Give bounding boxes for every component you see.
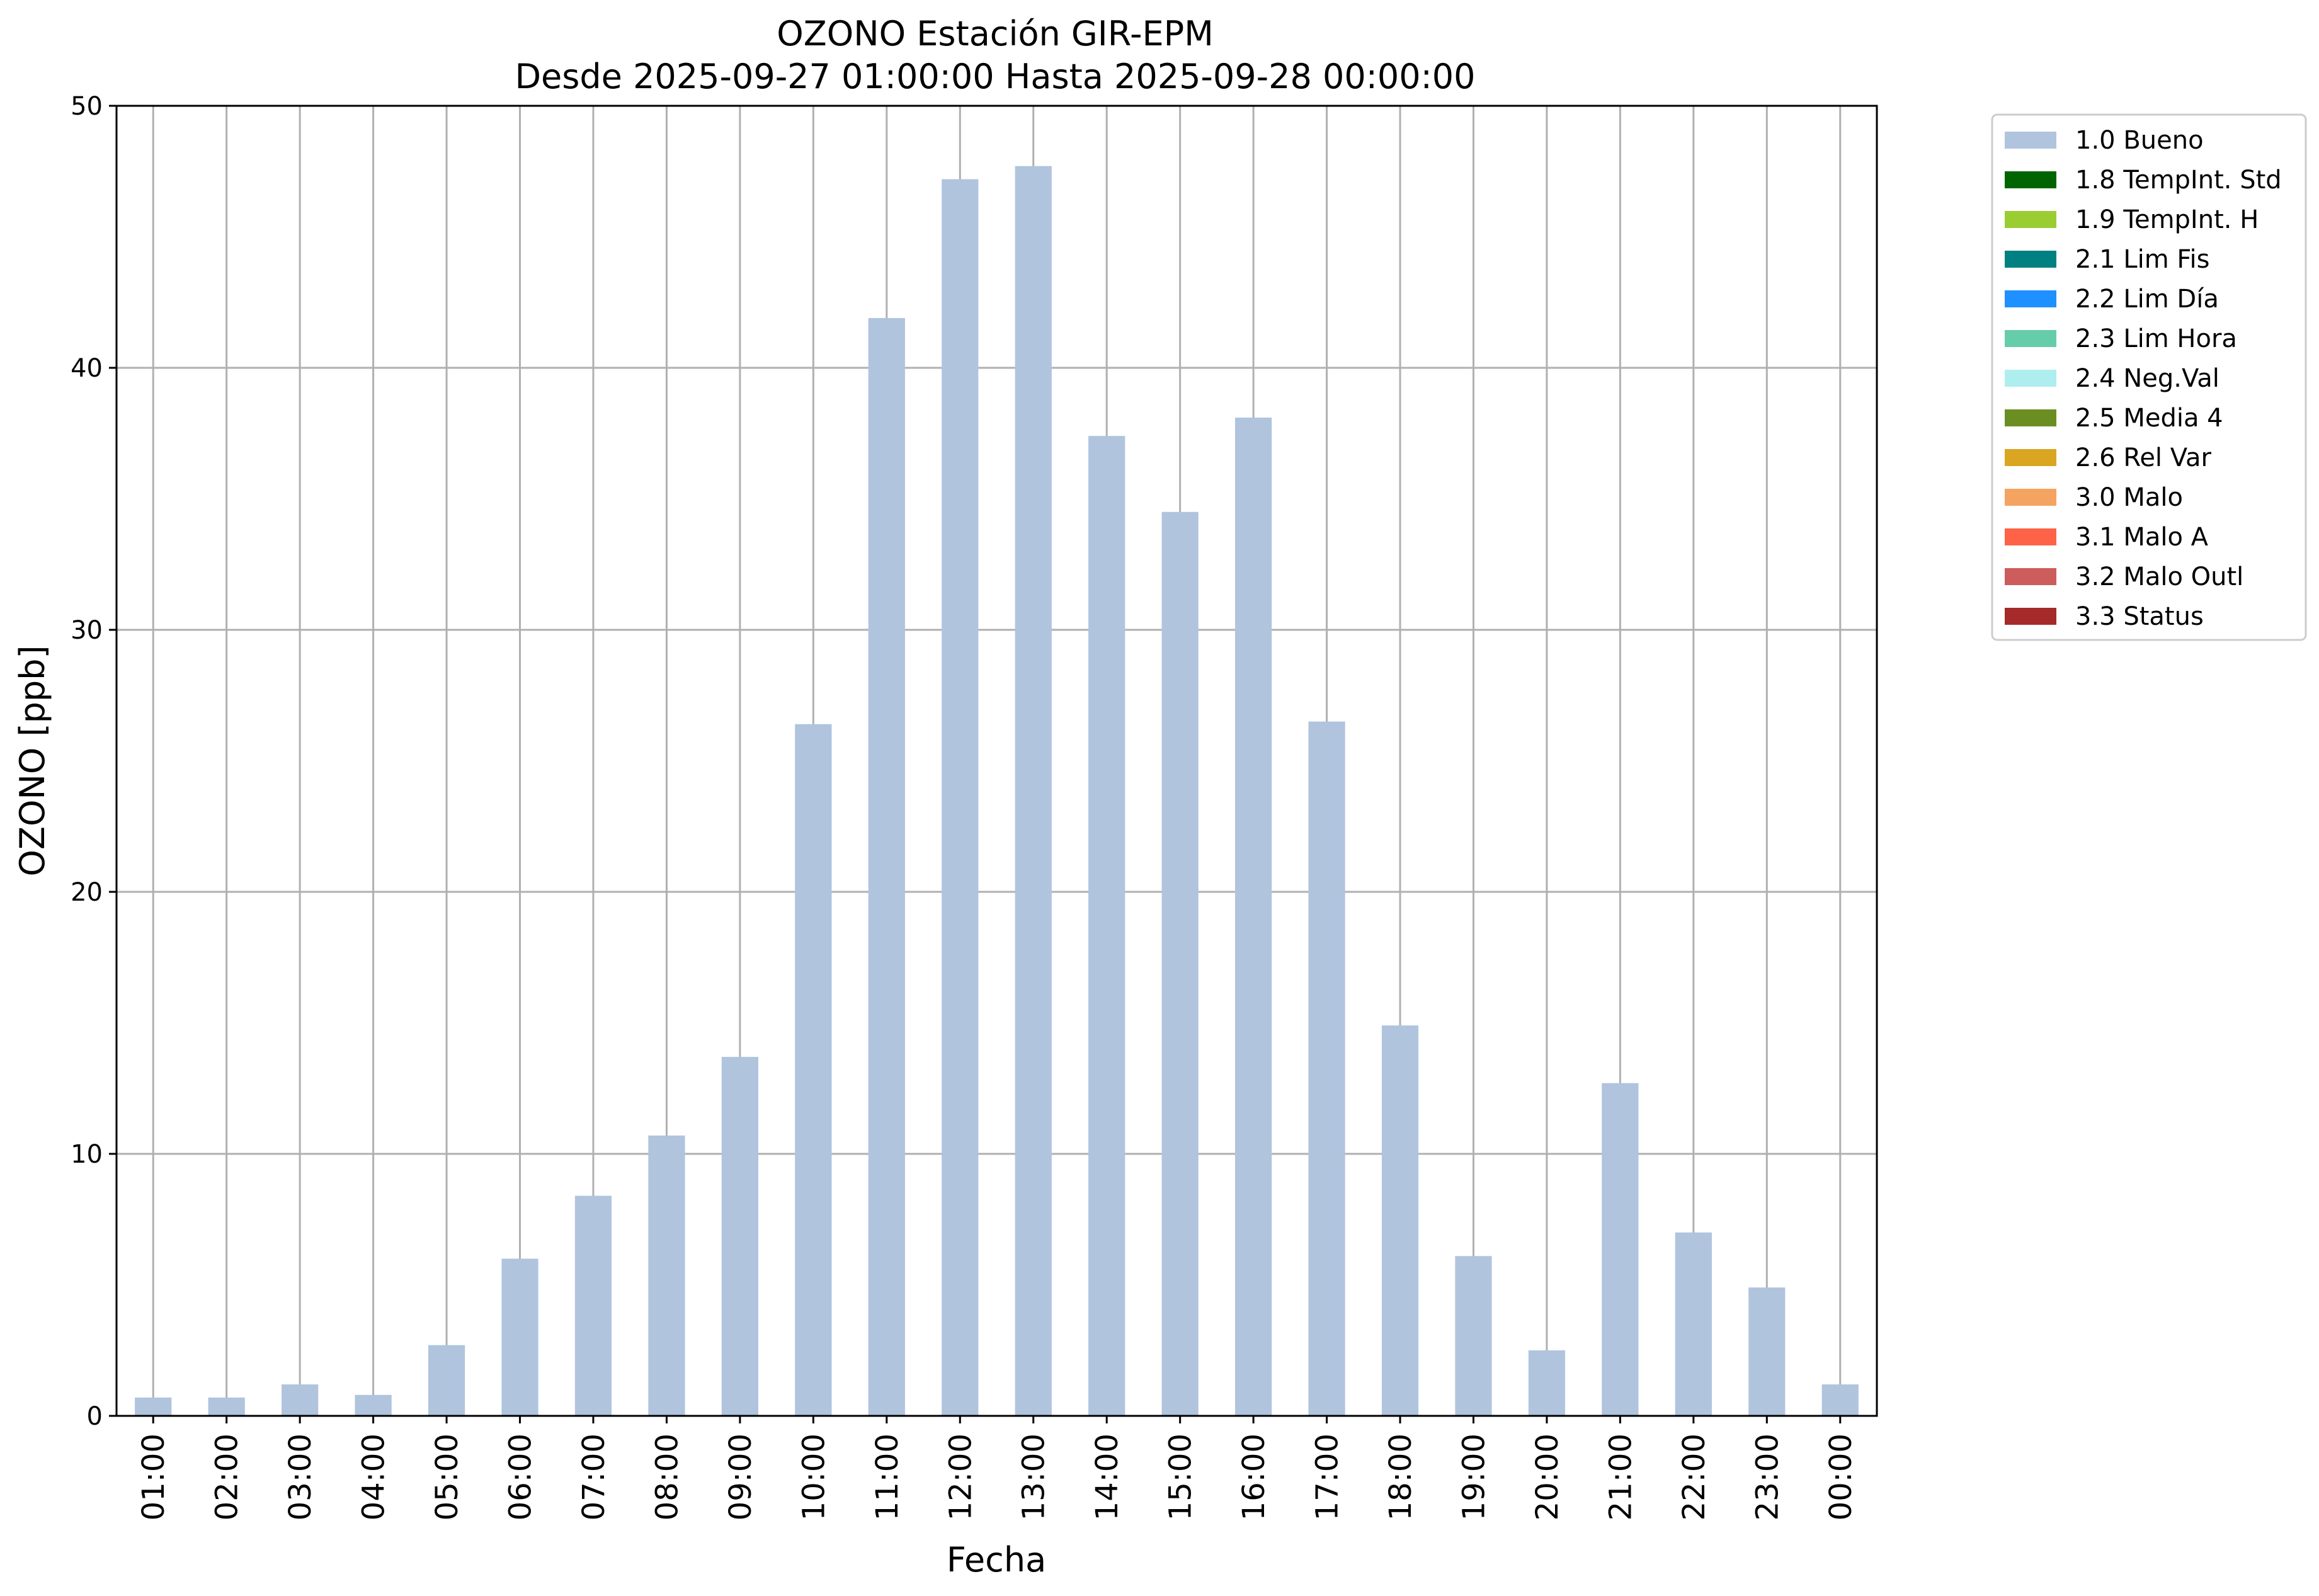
x-tick-label: 18:00 [1383,1434,1418,1520]
bar [648,1135,685,1416]
bar [942,179,979,1416]
x-tick-label: 20:00 [1530,1434,1565,1520]
bar [795,724,832,1416]
y-tick-label: 20 [71,878,103,907]
plot-frame [115,105,1878,1417]
legend-swatch [2005,528,2056,545]
bar [1015,166,1052,1416]
bar [1821,1384,1859,1416]
bar [1234,418,1272,1416]
x-tick-label: 17:00 [1310,1434,1345,1520]
legend-label: 1.0 Bueno [2075,126,2204,155]
x-tick-label: 15:00 [1163,1434,1199,1520]
legend-label: 2.5 Media 4 [2075,404,2223,433]
x-tick-label: 21:00 [1603,1434,1638,1520]
bar [501,1258,538,1416]
legend-label: 2.4 Neg.Val [2075,364,2219,393]
legend-label: 2.6 Rel Var [2075,443,2212,472]
bar [1602,1083,1639,1416]
bars [135,166,1859,1416]
x-tick-label: 02:00 [210,1434,245,1520]
legend-label: 3.1 Malo A [2075,523,2209,552]
x-tick-label: 04:00 [356,1434,392,1520]
x-tick-label: 10:00 [796,1434,831,1520]
legend-swatch [2005,370,2056,387]
y-tick-label: 40 [71,354,103,383]
legend-swatch [2005,608,2056,625]
bar [721,1057,759,1416]
bar [282,1384,319,1416]
x-tick-label: 19:00 [1456,1434,1491,1520]
x-tick-label: 06:00 [503,1434,538,1520]
legend-label: 3.2 Malo Outl [2075,562,2243,591]
legend-swatch [2005,211,2056,228]
bar [1675,1232,1712,1416]
x-tick-label: 08:00 [649,1434,685,1520]
legend-swatch [2005,132,2056,149]
legend-swatch [2005,290,2056,307]
x-tick-label: 14:00 [1090,1434,1125,1520]
x-tick-label: 12:00 [943,1434,978,1520]
x-tick-label: 16:00 [1236,1434,1272,1520]
x-axis-label: Fecha [947,1540,1046,1580]
legend-items: 1.0 Bueno 1.8 TempInt. Std 1.9 TempInt. H 2… [2005,126,2282,631]
chart-title: OZONO Estación GIR-EPM [777,14,1214,54]
legend-swatch [2005,171,2056,188]
legend-label: 2.3 Lim Hora [2075,324,2237,353]
x-tick-label: 22:00 [1677,1434,1712,1520]
bar [1748,1287,1786,1416]
bar [1381,1025,1419,1416]
legend-swatch [2005,489,2056,506]
legend-swatch [2005,330,2056,347]
y-tick-label: 50 [71,92,103,121]
x-tick-label: 13:00 [1017,1434,1052,1520]
legend-label: 3.3 Status [2075,602,2204,631]
x-tick-label: 09:00 [723,1434,758,1520]
chart-subtitle: Desde 2025-09-27 01:00:00 Hasta 2025-09-… [515,57,1475,96]
bar [868,317,905,1416]
x-tick-label: 07:00 [576,1434,612,1520]
x-tick-label: 03:00 [283,1434,318,1520]
legend-swatch [2005,409,2056,426]
bar [1528,1350,1566,1416]
legend-label: 3.0 Malo [2075,483,2183,512]
y-tick-label: 10 [71,1140,103,1169]
bar [574,1195,612,1416]
legend-swatch [2005,449,2056,466]
y-axis-label: OZONO [ppb] [13,645,52,876]
bar [1088,436,1125,1416]
bar [208,1397,245,1416]
y-axis-ticks: 0 10 20 30 40 50 [71,92,117,1431]
x-tick-label: 00:00 [1823,1434,1859,1520]
legend: 1.0 Bueno 1.8 TempInt. Std 1.9 TempInt. H 2… [1991,113,2307,641]
bar [1161,511,1199,1416]
x-axis-ticks: 01:00 02:00 03:00 04:00 05:00 06:00 07:00 08:00… [136,1416,1859,1520]
legend-label: 2.1 Lim Fis [2075,245,2209,274]
x-tick-label: 23:00 [1750,1434,1785,1520]
y-tick-label: 30 [71,616,103,645]
bar [1455,1256,1492,1416]
x-tick-label: 05:00 [430,1434,465,1520]
bar [1308,721,1345,1416]
bar [355,1394,392,1416]
bar [135,1397,172,1416]
x-tick-label: 01:00 [136,1434,171,1520]
legend-frame [1991,113,2307,641]
legend-label: 1.9 TempInt. H [2075,205,2259,234]
legend-swatch [2005,251,2056,268]
x-tick-label: 11:00 [870,1434,905,1520]
y-tick-label: 0 [87,1402,103,1431]
bar [428,1345,465,1416]
legend-label: 2.2 Lim Día [2075,285,2219,314]
legend-label: 1.8 TempInt. Std [2075,166,2282,195]
legend-swatch [2005,568,2056,585]
